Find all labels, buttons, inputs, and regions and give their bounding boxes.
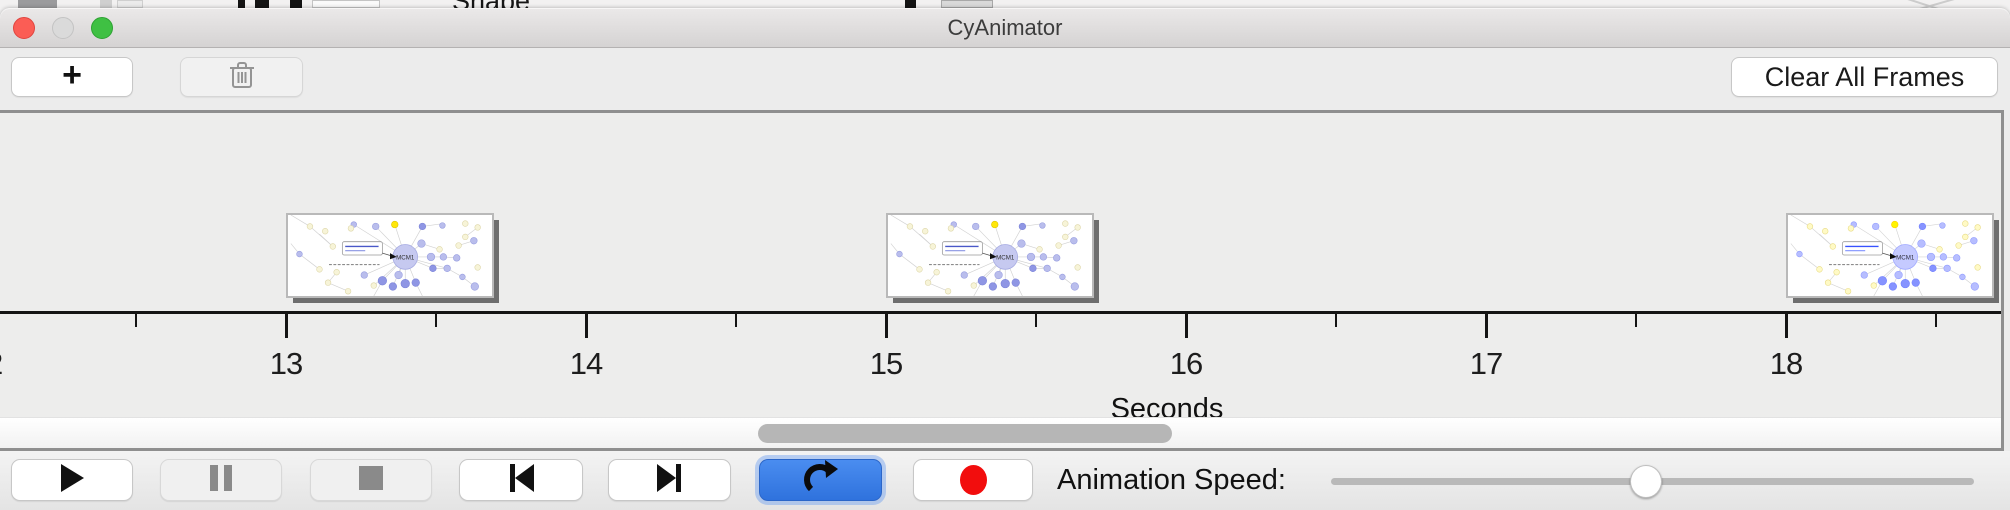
minor-tick — [735, 314, 737, 327]
title-bar: CyAnimator — [0, 8, 2010, 48]
svg-text:MCM1: MCM1 — [996, 254, 1015, 261]
timeline-scrollbar-track[interactable] — [0, 417, 2001, 448]
background-fragment — [100, 0, 112, 8]
tick-label: 15 — [869, 346, 903, 381]
stop-icon — [358, 465, 384, 496]
pause-icon — [208, 464, 234, 497]
background-fragment — [905, 0, 916, 8]
plus-icon: + — [62, 55, 82, 94]
tick-label: 17 — [1469, 346, 1503, 381]
tick-label: 14 — [569, 346, 603, 381]
major-tick — [1184, 314, 1188, 338]
svg-text:MCM1: MCM1 — [1896, 254, 1915, 261]
major-tick — [584, 314, 588, 338]
skip-to-start-button[interactable] — [459, 459, 583, 501]
add-frame-button[interactable]: + — [11, 55, 133, 97]
delete-frame-button[interactable] — [180, 57, 303, 97]
zoom-window-button[interactable] — [91, 17, 113, 39]
play-icon — [59, 463, 85, 498]
play-button[interactable] — [11, 459, 133, 501]
skip-to-start-icon — [507, 463, 535, 498]
tick-label: 16 — [1169, 346, 1203, 381]
frame-thumbnail-18s[interactable]: MCM1 — [1786, 213, 1994, 298]
minor-tick — [1935, 314, 1937, 327]
close-window-button[interactable] — [13, 17, 35, 39]
minimize-window-button[interactable] — [52, 17, 74, 39]
background-fragment — [255, 0, 269, 8]
background-fragment — [312, 0, 380, 8]
background-fragment — [238, 0, 245, 8]
tick-label: 18 — [1769, 346, 1803, 381]
minor-tick — [1335, 314, 1337, 327]
pause-button[interactable] — [160, 459, 282, 501]
record-button[interactable] — [913, 459, 1033, 501]
cyanimator-window: CyAnimator + — [0, 8, 2010, 510]
playback-control-bar: Animation Speed: — [0, 451, 2010, 510]
animation-speed-label: Animation Speed: — [1057, 464, 1286, 496]
minor-tick — [1635, 314, 1637, 327]
major-tick — [1484, 314, 1488, 338]
minor-tick — [435, 314, 437, 327]
tick-label: 12 — [0, 346, 3, 382]
window-title: CyAnimator — [947, 15, 1063, 40]
background-app-strip: Shape — [0, 0, 2010, 16]
record-icon — [959, 465, 987, 495]
skip-to-end-button[interactable] — [608, 459, 731, 501]
minor-tick — [135, 314, 137, 327]
background-fragment — [941, 0, 993, 8]
timeline-scrollbar-thumb[interactable] — [757, 424, 1172, 443]
loop-icon — [801, 457, 841, 504]
tick-label: 13 — [269, 346, 303, 381]
background-fragment — [117, 0, 143, 8]
frame-thumbnail-15s[interactable]: MCM1 — [886, 213, 1094, 298]
trash-icon — [229, 60, 255, 95]
stop-button[interactable] — [310, 459, 432, 501]
animation-speed-slider[interactable] — [1331, 451, 1974, 510]
slider-thumb[interactable] — [1630, 465, 1663, 498]
major-tick — [884, 314, 888, 338]
background-fragment — [18, 0, 57, 8]
minor-tick — [1035, 314, 1037, 327]
major-tick — [284, 314, 288, 338]
skip-to-end-icon — [656, 463, 684, 498]
major-tick — [1784, 314, 1788, 338]
frame-thumbnail-13s[interactable]: MCM1 — [286, 213, 494, 298]
frame-toolbar: + Clear — [0, 48, 2010, 110]
clear-all-frames-label: Clear All Frames — [1764, 61, 1965, 92]
time-axis-line — [0, 311, 2001, 314]
loop-button[interactable] — [759, 459, 882, 501]
svg-text:MCM1: MCM1 — [396, 254, 415, 261]
background-fragment — [290, 0, 302, 8]
clear-all-frames-button[interactable]: Clear All Frames — [1731, 57, 1998, 97]
